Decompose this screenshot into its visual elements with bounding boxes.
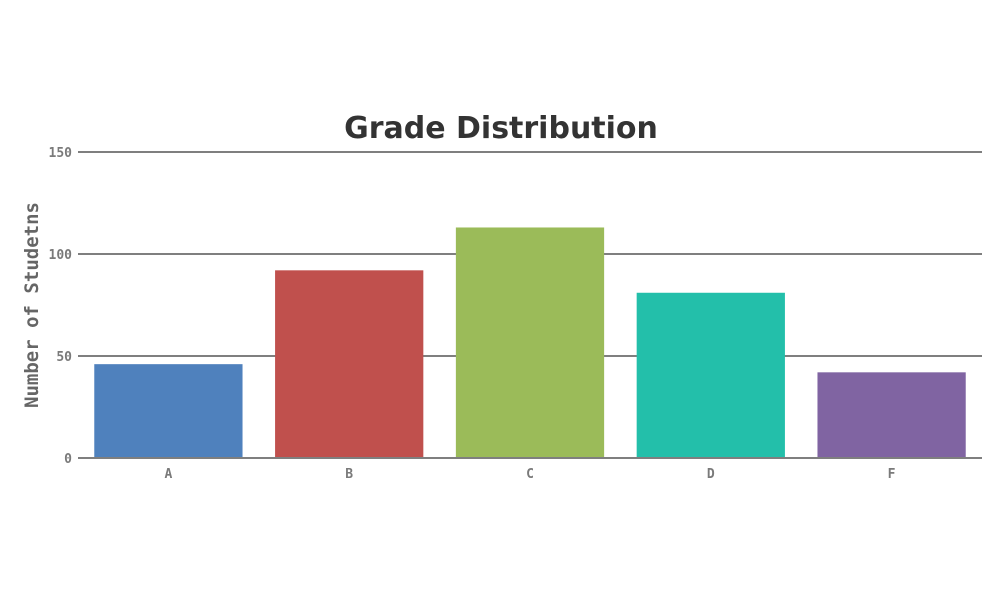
bar-b[interactable]: [275, 270, 424, 458]
x-tick-label: F: [888, 467, 896, 482]
x-tick-label: B: [345, 467, 353, 482]
x-tick-label: D: [707, 467, 715, 482]
y-axis-label: Number of Studetns: [21, 202, 43, 408]
bars: [94, 227, 966, 458]
bar-d[interactable]: [636, 292, 785, 458]
x-tick-label: A: [164, 467, 172, 482]
x-tick-label: C: [526, 467, 534, 482]
y-tick-label: 50: [56, 350, 72, 365]
bar-f[interactable]: [817, 372, 966, 458]
y-tick-label: 0: [64, 452, 72, 467]
y-tick-labels: 0 50 100 150: [49, 146, 73, 467]
y-tick-label: 150: [49, 146, 73, 161]
bar-a[interactable]: [94, 364, 243, 458]
y-tick-label: 100: [49, 248, 73, 263]
chart-title: Grade Distribution: [344, 111, 658, 146]
bar-c[interactable]: [455, 227, 605, 458]
